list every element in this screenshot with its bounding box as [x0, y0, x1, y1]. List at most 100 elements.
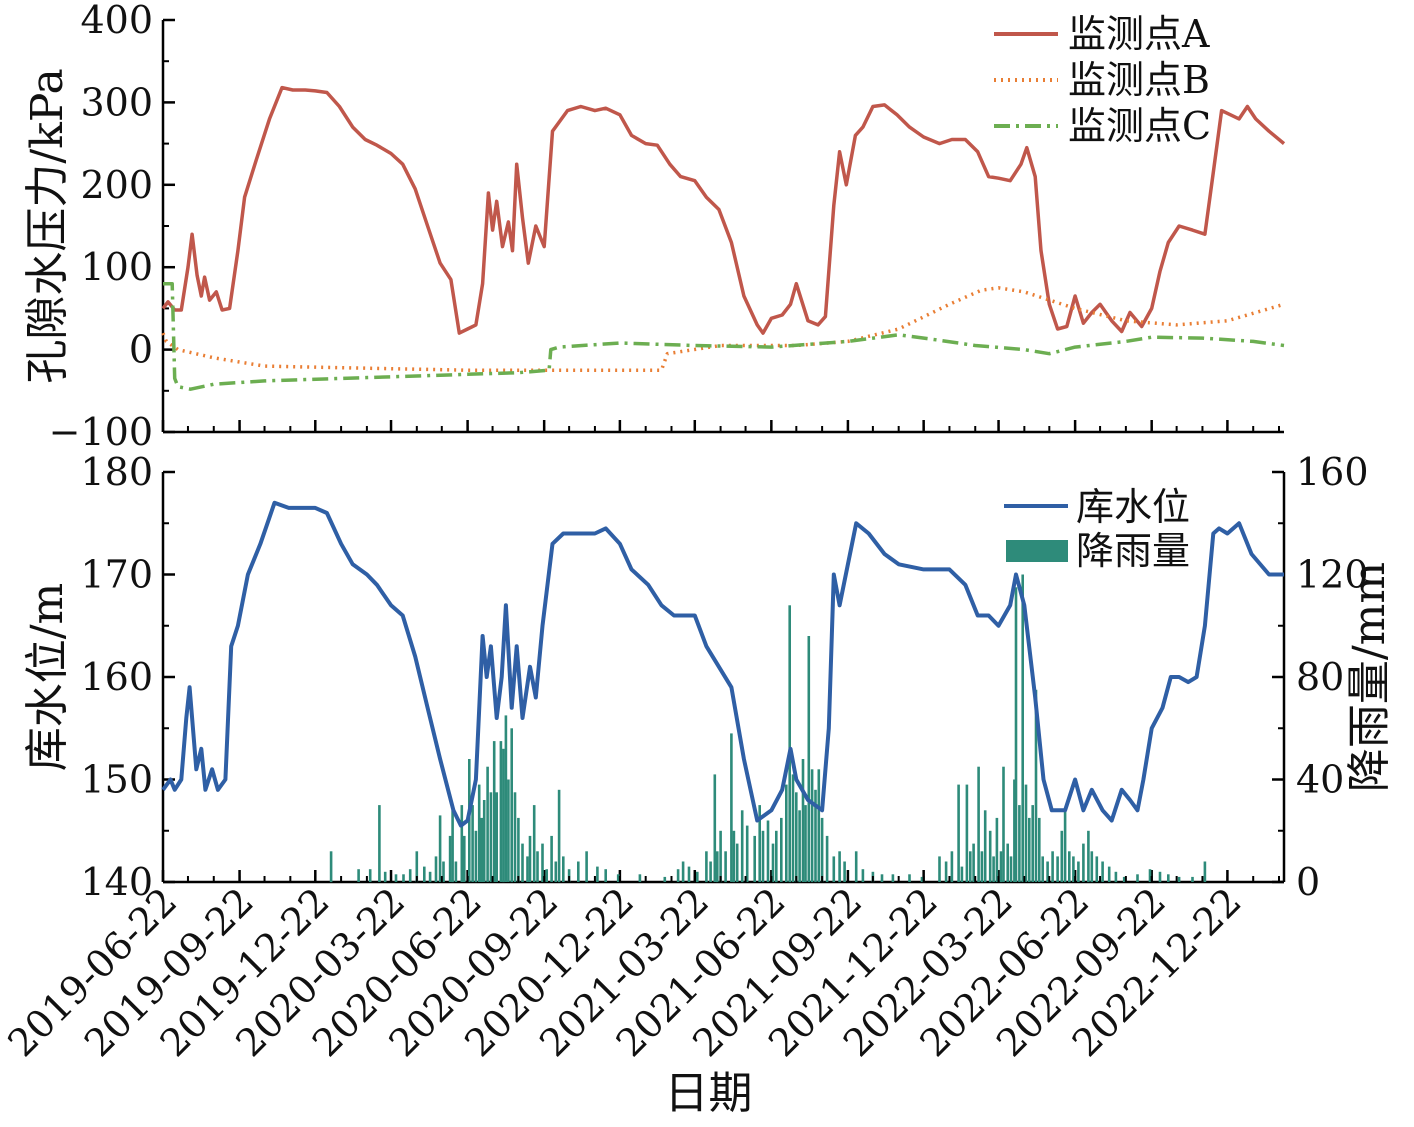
rainfall-bar — [788, 605, 791, 883]
bottom-y-axis-title: 库水位/m — [22, 583, 73, 772]
rainfall-bar — [920, 876, 924, 882]
bottom-y2-tick-label: 160 — [1296, 450, 1369, 494]
series-line-2 — [161, 286, 1285, 372]
rainfall-bar — [854, 851, 858, 883]
rainfall-bar — [663, 876, 667, 882]
rainfall-bar — [1167, 874, 1170, 882]
rainfall-bar — [999, 851, 1003, 883]
legend-label-3: 监测点C — [1068, 104, 1211, 148]
rainfall-bar — [434, 856, 438, 882]
rainfall-bar — [1068, 851, 1071, 883]
rainfall-bar — [972, 843, 975, 882]
rainfall-bar — [1009, 856, 1013, 882]
rainfall-bar — [454, 861, 458, 882]
rainfall-bar — [451, 810, 454, 883]
rainfall-bar — [383, 871, 387, 883]
top-y-tick-label: 100 — [80, 245, 153, 289]
rainfall-bar — [567, 869, 571, 882]
rainfall-bar — [950, 851, 954, 883]
legend-label-1: 监测点A — [1068, 12, 1210, 56]
rainfall-bar — [492, 741, 496, 882]
rainfall-bar — [730, 733, 733, 882]
rainfall-bar — [735, 843, 739, 882]
rainfall-bar — [1038, 817, 1041, 882]
rainfall-bar — [1148, 869, 1152, 882]
rainfall-bar — [1114, 871, 1118, 883]
rainfall-bar — [992, 856, 995, 882]
rainfall-bar — [709, 861, 712, 882]
rainfall-bar — [474, 830, 478, 883]
rainfall-bar — [960, 866, 964, 882]
rainfall-bar — [471, 805, 474, 882]
rainfall-bar — [944, 861, 948, 882]
rainfall-bar — [761, 830, 765, 883]
rainfall-bar — [502, 748, 505, 883]
top-y-tick-label: −100 — [49, 410, 153, 454]
rainfall-bar — [724, 851, 727, 883]
rainfall-bar — [604, 869, 607, 882]
rainfall-bar — [1191, 876, 1194, 882]
legend-label-2: 监测点B — [1068, 58, 1210, 102]
rainfall-bar — [716, 851, 719, 883]
rainfall-bar — [1158, 871, 1162, 883]
rainfall-bar — [891, 874, 895, 882]
rainfall-bar — [988, 830, 992, 883]
rainfall-bar — [775, 830, 778, 883]
rainfall-bar — [460, 805, 464, 882]
rainfall-bar — [732, 830, 736, 883]
rainfall-bar — [676, 869, 680, 882]
water-level-panel: 140150160170180040801201602019-06-222019… — [0, 450, 1395, 1119]
rainfall-bar — [838, 851, 841, 883]
bottom-y2-tick-label: 80 — [1296, 655, 1344, 699]
rainfall-bar — [798, 810, 801, 883]
rainfall-bar — [745, 825, 749, 882]
rainfall-bar — [596, 866, 599, 882]
bottom-y2-tick-label: 40 — [1296, 758, 1344, 802]
rainfall-bar — [585, 851, 588, 883]
rainfall-bar — [965, 784, 969, 882]
rainfall-bar — [810, 769, 814, 883]
rainfall-bar — [438, 815, 442, 882]
rainfall-bar — [771, 843, 775, 882]
rainfall-bar — [713, 774, 717, 882]
rainfall-bar — [1177, 876, 1181, 882]
rainfall-bar — [638, 874, 642, 882]
top-y-tick-label: 300 — [80, 80, 153, 124]
rainfall-bar — [957, 784, 960, 882]
rainfall-bar — [442, 861, 445, 882]
rainfall-bar — [1107, 866, 1111, 882]
rainfall-bar — [814, 789, 817, 883]
series-line-3 — [163, 281, 1285, 391]
rainfall-bar — [528, 835, 532, 882]
rainfall-bar — [983, 810, 987, 883]
top-y-axis-title: 孔隙水压力/kPa — [22, 68, 73, 383]
rainfall-bar — [423, 866, 426, 882]
rainfall-bar — [1046, 861, 1049, 882]
rainfall-bar — [541, 843, 544, 882]
rainfall-bar — [1024, 784, 1028, 882]
legend-label-water-level: 库水位 — [1076, 485, 1190, 529]
rainfall-bar — [807, 636, 811, 882]
rainfall-bar — [766, 820, 770, 882]
rainfall-bar — [394, 874, 398, 882]
water-level-line — [161, 500, 1284, 828]
rainfall-bar — [1056, 856, 1059, 882]
rainfall-bar — [687, 866, 691, 882]
rainfall-bar — [577, 861, 580, 882]
bottom-y-tick-label: 150 — [80, 758, 153, 802]
rainfall-bar — [753, 835, 756, 882]
bottom-y-tick-label: 170 — [80, 553, 153, 597]
rainfall-bar — [980, 851, 984, 883]
rainfall-bar — [1034, 689, 1038, 882]
bottom-y2-tick-label: 0 — [1296, 860, 1320, 904]
rainfall-bar — [536, 851, 539, 883]
legend-label-rainfall: 降雨量 — [1076, 529, 1190, 573]
rainfall-bar — [1021, 574, 1024, 882]
rainfall-bar — [554, 861, 558, 882]
rainfall-bar — [825, 835, 829, 882]
rainfall-bar — [507, 779, 510, 882]
rainfall-bar — [489, 792, 493, 882]
rainfall-bar — [1095, 856, 1099, 882]
